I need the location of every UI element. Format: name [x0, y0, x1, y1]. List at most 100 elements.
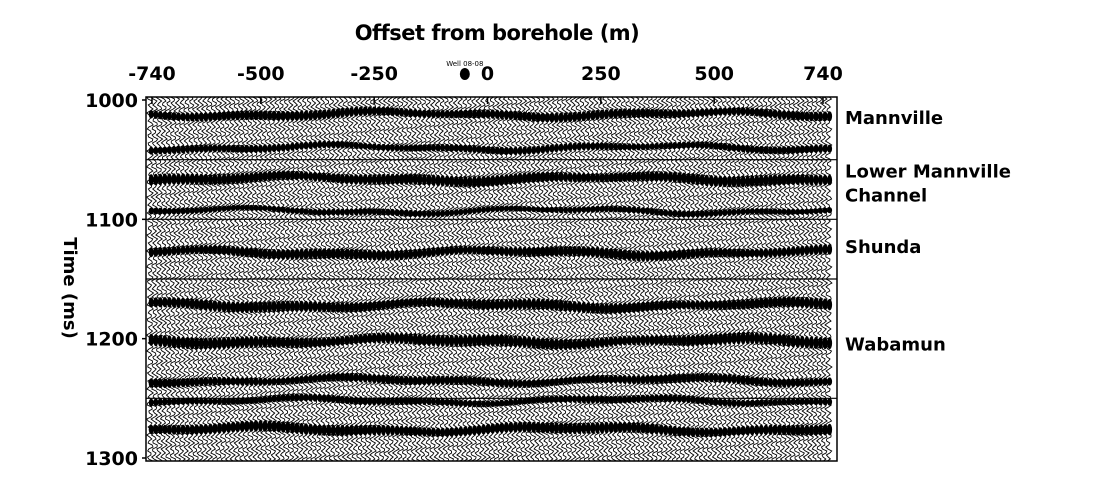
reflector-lobe	[813, 144, 819, 153]
reflector-lobe	[522, 111, 528, 122]
reflector-lobe	[399, 173, 405, 185]
reflector-lobe	[421, 397, 427, 406]
reflector-lobe	[590, 173, 596, 183]
reflector-lobe	[312, 141, 318, 149]
reflector-lobe	[267, 205, 273, 212]
reflector-lobe	[367, 301, 373, 312]
reflector-lobe	[631, 421, 637, 434]
reflector-lobe	[754, 248, 760, 258]
reflector-lobe	[708, 247, 714, 258]
reflector-lobe	[176, 145, 181, 154]
reflector-lobe	[253, 301, 259, 314]
reflector-lobe	[426, 375, 432, 386]
reflector-lobe	[276, 206, 282, 213]
reflector-lobe	[344, 107, 350, 118]
reflector-lobe	[185, 145, 191, 154]
reflector-lobe	[704, 141, 710, 149]
reflector-lobe	[585, 206, 591, 213]
reflector-lobe	[289, 300, 295, 313]
reflector-lobe	[808, 145, 814, 154]
reflector-lobe	[230, 110, 236, 121]
reflector-lobe	[271, 420, 277, 433]
reflector-lobe	[189, 337, 195, 350]
reflector-lobe	[166, 297, 172, 308]
reflector-lobe	[217, 398, 222, 405]
reflector-lobe	[713, 427, 719, 437]
reflector-lobe	[740, 375, 746, 385]
reflector-lobe	[371, 301, 377, 312]
reflector-lobe	[567, 206, 573, 214]
reflector-lobe	[399, 425, 405, 436]
reflector-lobe	[176, 246, 181, 256]
reflector-lobe	[704, 210, 710, 218]
reflector-lobe	[658, 424, 664, 435]
reflector-lobe	[699, 248, 705, 259]
reflector-lobe	[604, 172, 609, 183]
reflector-lobe	[267, 248, 273, 260]
reflector-lobe	[280, 336, 286, 349]
reflector-lobe	[672, 335, 678, 347]
reflector-lobe	[822, 398, 828, 406]
reflector-lobe	[727, 399, 732, 407]
reflector-lobe	[736, 248, 742, 258]
reflector-lobe	[289, 170, 295, 181]
reflector-lobe	[417, 397, 423, 406]
reflector-lobe	[453, 109, 459, 119]
reflector-lobe	[367, 106, 373, 116]
reflector-lobe	[417, 210, 423, 218]
reflector-lobe	[531, 396, 537, 404]
reflector-lobe	[162, 173, 168, 185]
reflector-lobe	[585, 142, 591, 151]
reflector-lobe	[813, 208, 819, 215]
reflector-lobe	[581, 395, 587, 404]
reflector-lobe	[258, 377, 263, 386]
reflector-lobe	[754, 332, 760, 345]
reflector-lobe	[617, 374, 623, 384]
reflector-lobe	[695, 173, 701, 186]
reflector-lobe	[221, 205, 227, 212]
reflector-lobe	[608, 421, 614, 434]
reflector-lobe	[335, 372, 341, 382]
reflector-lobe	[494, 246, 500, 256]
reflector-lobe	[371, 397, 377, 406]
reflector-lobe	[708, 210, 714, 217]
reflector	[148, 140, 833, 156]
reflector-lobe	[681, 394, 687, 404]
reflector-lobe	[772, 174, 778, 186]
reflector-lobe	[490, 377, 496, 387]
reflector-lobe	[294, 248, 300, 260]
reflector-lobe	[576, 395, 582, 404]
reflector-lobe	[613, 142, 619, 151]
reflector-lobe	[462, 109, 468, 119]
reflector-lobe	[248, 301, 254, 314]
reflector-lobe	[481, 424, 487, 435]
reflector-lobe	[522, 335, 528, 349]
reflector-lobe	[745, 175, 751, 188]
reflector-lobe	[544, 298, 550, 311]
x-tick-label: 740	[803, 63, 843, 85]
reflector-lobe	[312, 423, 318, 436]
reflector-lobe	[790, 398, 796, 406]
reflector-lobe	[217, 173, 222, 186]
reflector-lobe	[553, 112, 559, 123]
reflector-lobe	[326, 208, 332, 216]
reflector-lobe	[731, 175, 737, 188]
reflector-lobe	[708, 141, 714, 150]
reflector-lobe	[740, 425, 746, 436]
reflector-lobe	[308, 208, 314, 216]
reflector-lobe	[171, 397, 177, 406]
reflector-lobe	[490, 205, 496, 213]
reflector-lobe	[226, 336, 232, 350]
reflector-lobe	[654, 171, 660, 182]
reflector-lobe	[212, 111, 218, 122]
reflector-lobe	[563, 206, 569, 214]
reflector-lobe	[549, 144, 555, 153]
reflector-lobe	[549, 422, 555, 434]
reflector-lobe	[708, 174, 714, 187]
reflector-lobe	[221, 336, 227, 350]
reflector-lobe	[349, 141, 354, 149]
reflector-lobe	[344, 173, 350, 185]
reflector-lobe	[235, 397, 241, 405]
reflector-lobe	[403, 209, 409, 217]
reflector-lobe	[804, 111, 810, 122]
